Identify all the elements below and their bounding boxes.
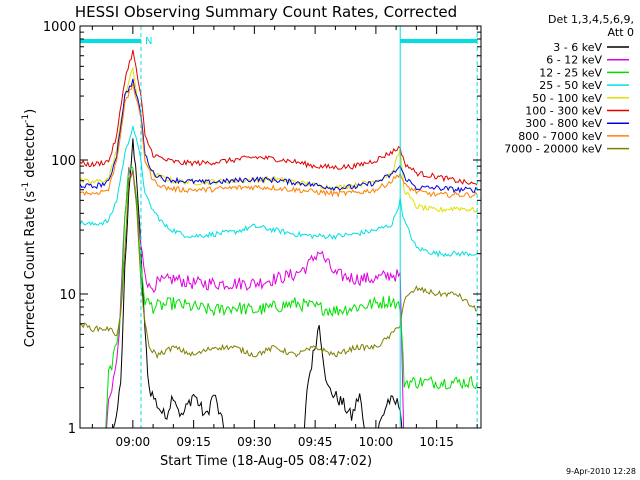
y-axis-label-sup2: -1 [21, 114, 31, 123]
x-tick-label: 09:15 [176, 435, 211, 449]
y-axis-label-part1: Corrected Count Rate (s [23, 191, 38, 348]
y-tick-label: 10 [59, 288, 76, 303]
legend-header-line2: Att 0 [608, 26, 634, 39]
legend-entry-label: 6 - 12 keV [546, 54, 602, 67]
series-line [106, 167, 405, 428]
legend-entry-label: 25 - 50 keV [539, 79, 602, 92]
series-line [80, 83, 478, 199]
series-line [80, 49, 478, 186]
y-tick-label: 1 [68, 422, 76, 437]
plot-frame [79, 25, 482, 429]
y-axis-label-part2: detector [23, 122, 38, 182]
night-flag-label: N [145, 36, 152, 47]
series-line [80, 125, 478, 258]
x-tick-label: 10:15 [419, 435, 454, 449]
chart-title: HESSI Observing Summary Count Rates, Cor… [75, 3, 457, 21]
x-tick-label: 09:45 [298, 435, 333, 449]
legend-entry-label: 300 - 800 keV [525, 117, 602, 130]
x-axis-label: Start Time (18-Aug-05 08:47:02) [160, 454, 372, 469]
x-tick-label: 10:00 [359, 435, 394, 449]
series-line [80, 78, 478, 194]
y-axis-label-part3: ) [23, 109, 38, 114]
legend-entry-label: 3 - 6 keV [553, 41, 602, 54]
legend-entry-label: 50 - 100 keV [532, 92, 602, 105]
series-line [105, 165, 478, 428]
legend-entry-label: 800 - 7000 keV [518, 130, 602, 143]
render-timestamp: 9-Apr-2010 12:28 [566, 467, 636, 476]
y-axis-label: Corrected Count Rate (s-1 detector-1) [21, 109, 38, 347]
legend-entry-label: 100 - 300 keV [525, 105, 602, 118]
legend-header-line1: Det 1,3,4,5,6,9, [548, 13, 634, 26]
legend-entry-label: 7000 - 20000 keV [504, 143, 602, 156]
x-tick-label: 09:00 [116, 435, 151, 449]
y-tick-label: 100 [51, 154, 76, 169]
legend-entry-label: 12 - 25 keV [539, 66, 602, 79]
axis-ticks: 09:00 09:15 09:30 09:45 10:00 10:15 1 10 100 1000 [43, 20, 481, 449]
x-tick-label: 09:30 [237, 435, 272, 449]
y-axis-label-sup1: -1 [21, 182, 31, 191]
series-layer [80, 49, 478, 428]
series-line [112, 138, 403, 428]
series-line [80, 169, 478, 360]
y-tick-label: 1000 [43, 20, 76, 35]
